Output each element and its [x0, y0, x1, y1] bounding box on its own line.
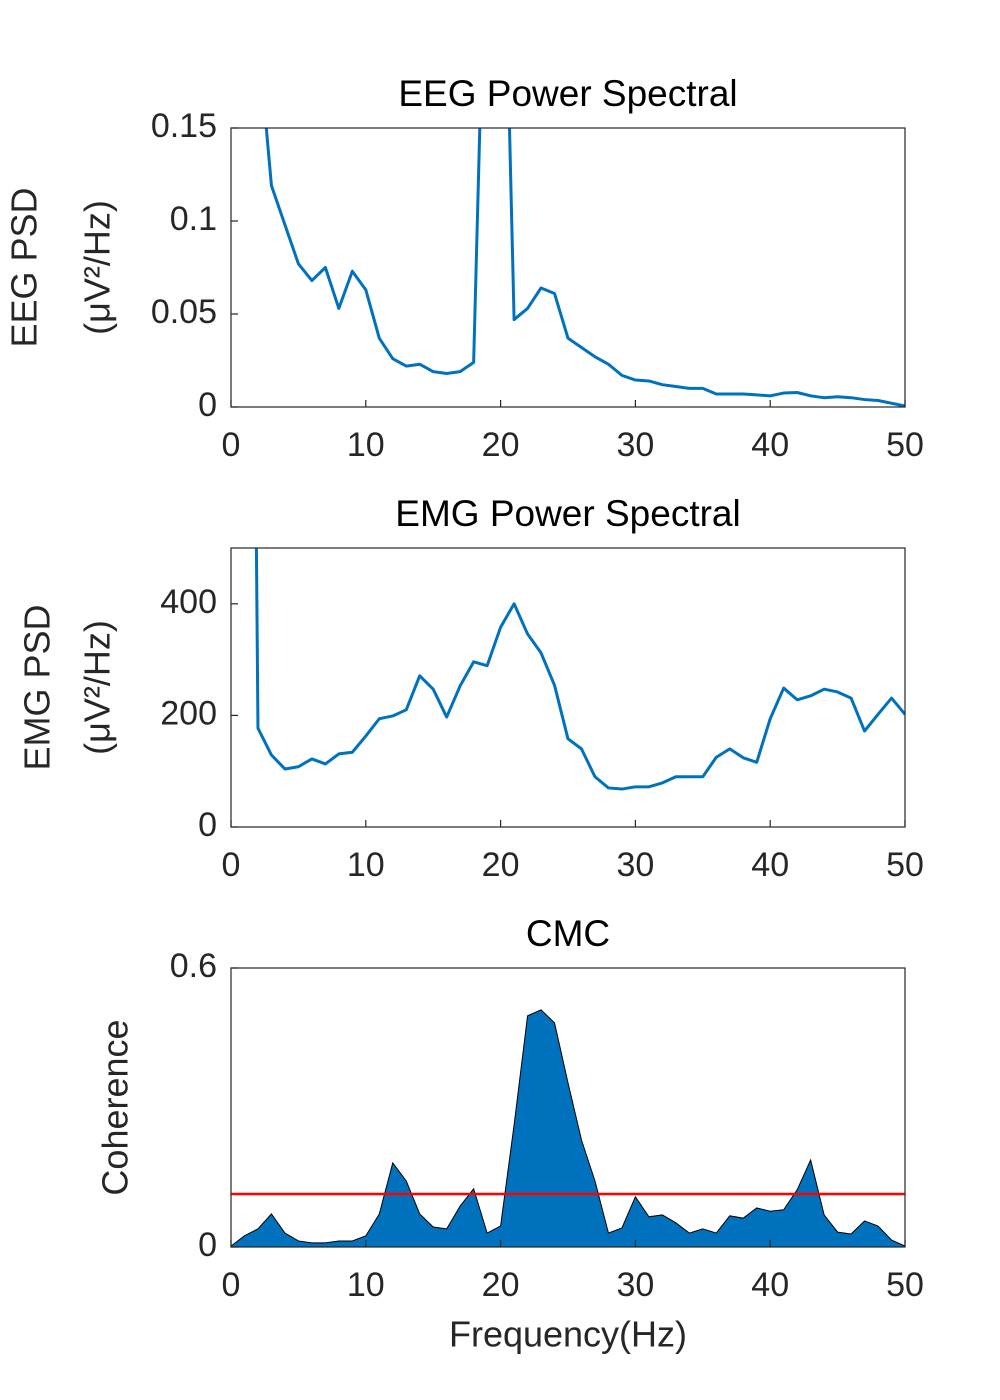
x-axis-label: Frequency(Hz)	[449, 1314, 687, 1355]
x-tick-label: 0	[222, 426, 241, 464]
x-tick-label: 20	[482, 846, 520, 884]
y-tick-label: 0.1	[170, 200, 217, 238]
y-tick-label: 0.6	[170, 947, 217, 985]
y-axis-label: EMG PSD	[17, 604, 58, 770]
y-axis-label: Coherence	[95, 1019, 136, 1195]
x-tick-label: 10	[347, 1266, 385, 1304]
y-tick-label: 0	[198, 386, 217, 424]
chart-title: EEG Power Spectral	[398, 73, 737, 114]
line	[264, 128, 905, 407]
y-axis-label: EEG PSD	[4, 187, 45, 347]
axes-box	[230, 967, 906, 1248]
x-tick-label: 30	[616, 846, 654, 884]
x-tick-label: 20	[482, 1266, 520, 1304]
x-tick-label: 0	[222, 846, 241, 884]
y-tick-label: 0	[198, 806, 217, 844]
x-tick-label: 40	[751, 426, 789, 464]
plot-area	[264, 128, 905, 407]
y-axis-label: (μV²/Hz)	[77, 620, 118, 755]
axes-box	[230, 127, 906, 408]
x-tick-label: 10	[347, 846, 385, 884]
x-tick-label: 50	[886, 846, 924, 884]
x-tick-label: 10	[347, 426, 385, 464]
x-tick-label: 50	[886, 426, 924, 464]
y-tick-label: 400	[160, 583, 217, 621]
x-tick-label: 30	[616, 1266, 654, 1304]
x-tick-label: 20	[482, 426, 520, 464]
plot-area	[254, 548, 905, 791]
line	[254, 548, 905, 791]
plot-area	[231, 1009, 905, 1247]
y-tick-label: 0.15	[151, 107, 217, 145]
x-tick-label: 50	[886, 1266, 924, 1304]
chart-title: CMC	[526, 913, 610, 954]
x-tick-label: 40	[751, 846, 789, 884]
axes-box	[230, 547, 906, 828]
chart-title: EMG Power Spectral	[395, 493, 740, 534]
y-tick-label: 0.05	[151, 293, 217, 331]
x-tick-label: 30	[616, 426, 654, 464]
y-tick-label: 0	[198, 1226, 217, 1264]
y-tick-label: 200	[160, 694, 217, 732]
x-tick-label: 0	[222, 1266, 241, 1304]
area	[231, 1009, 905, 1247]
y-axis-label: (μV²/Hz)	[77, 200, 118, 335]
x-tick-label: 40	[751, 1266, 789, 1304]
